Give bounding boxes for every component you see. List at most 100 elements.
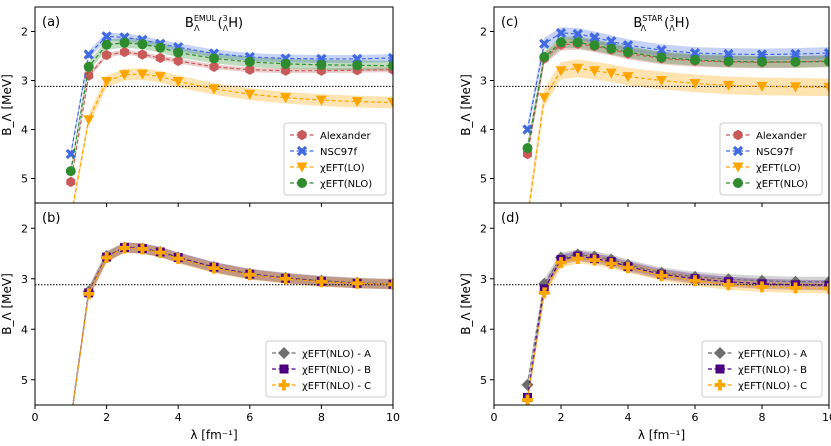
data-point	[723, 279, 734, 291]
uncertainty-band-0	[527, 37, 829, 160]
data-point	[522, 143, 533, 154]
legend-item: χEFT(NLO)	[726, 178, 808, 190]
data-point	[605, 68, 617, 79]
data-point	[155, 52, 165, 64]
data-point	[756, 49, 768, 60]
legend-label: χEFT(NLO) - B	[738, 365, 807, 376]
x-tick-label: 0	[491, 411, 498, 424]
data-point	[154, 72, 166, 83]
data-point	[606, 43, 617, 54]
x-tick-label: 2	[103, 411, 110, 424]
legend: χEFT(NLO) - A χEFT(NLO) - B χEFT(NLO) - C	[265, 340, 387, 398]
legend-marker	[732, 162, 744, 173]
data-point	[690, 54, 700, 65]
legend-marker	[715, 364, 725, 374]
data-point	[572, 253, 584, 265]
x-tick-label: 6	[246, 411, 253, 424]
data-point	[756, 81, 768, 92]
data-point	[154, 246, 166, 258]
legend-marker	[714, 379, 726, 391]
y-tick-label: 5	[21, 173, 28, 186]
data-point	[280, 273, 292, 285]
data-point	[723, 80, 734, 91]
legend-marker	[296, 162, 308, 173]
y-tick-label: 4	[480, 323, 487, 336]
x-tick-label: 6	[692, 411, 699, 424]
legend-item: Alexander	[290, 129, 371, 142]
y-tick-label: 5	[480, 173, 487, 186]
legend-item: NSC97f	[726, 145, 794, 158]
plot-area	[35, 241, 393, 426]
data-point	[539, 51, 550, 62]
data-point	[689, 78, 701, 89]
title-part: Λ	[194, 24, 200, 33]
data-point	[723, 48, 734, 60]
title-part: (	[664, 16, 669, 31]
legend-marker	[278, 347, 290, 359]
uncertainty-band-0	[72, 242, 393, 405]
y-axis-label: B_Λ [MeV]	[459, 74, 473, 136]
data-point	[137, 49, 147, 60]
legend-item: χEFT(NLO) - A	[272, 347, 371, 360]
legend-box	[701, 340, 823, 398]
title-part: 3	[223, 14, 228, 23]
data-point	[209, 53, 219, 64]
data-point	[824, 56, 829, 67]
legend-marker	[297, 178, 307, 188]
data-point	[101, 31, 112, 42]
data-point	[522, 213, 533, 223]
title-part: )	[238, 16, 243, 31]
uncertainty-band-2	[528, 59, 829, 203]
data-point	[155, 42, 166, 53]
uncertainty-band-2	[72, 242, 393, 405]
data-point	[555, 66, 567, 77]
legend-label: χEFT(NLO) - C	[302, 381, 371, 392]
plot-area	[35, 31, 393, 203]
y-tick-label: 5	[21, 374, 28, 387]
x-tick-label: 8	[318, 411, 325, 424]
data-point	[539, 38, 550, 49]
data-point	[245, 64, 255, 75]
legend-label: χEFT(NLO)	[756, 179, 808, 190]
y-tick-label: 4	[480, 124, 487, 137]
panel-title: BEMUL Λ (3 ΛH)	[185, 14, 243, 33]
legend-item: χEFT(NLO) - C	[708, 379, 807, 392]
legend-item: χEFT(NLO) - A	[708, 347, 807, 360]
y-tick-label: 4	[21, 124, 28, 137]
data-point	[65, 415, 76, 426]
x-tick-label: 4	[175, 411, 182, 424]
data-point	[622, 262, 634, 274]
data-point	[521, 378, 534, 391]
data-point	[605, 258, 617, 270]
data-point	[824, 280, 829, 290]
data-point	[173, 47, 184, 58]
data-point	[823, 82, 829, 93]
title-part: STAR	[642, 14, 663, 23]
x-tick-label: 4	[625, 411, 632, 424]
panel-label: (d)	[501, 211, 519, 226]
title-part: Λ	[223, 24, 229, 33]
legend-marker	[733, 129, 743, 141]
x-tick-label: 10	[386, 411, 400, 424]
data-point	[388, 60, 393, 71]
legend-box	[283, 122, 387, 196]
legend-marker	[733, 178, 743, 188]
axes-frame	[34, 202, 394, 406]
legend-item: χEFT(NLO) - C	[272, 379, 371, 392]
data-point	[723, 56, 734, 67]
data-point	[351, 97, 363, 108]
data-point	[315, 95, 327, 106]
legend-marker	[297, 129, 307, 141]
uncertainty-band-2	[527, 253, 829, 405]
uncertainty-band-1	[70, 32, 393, 158]
data-point	[65, 414, 77, 426]
title-part: H	[228, 16, 238, 31]
data-point	[83, 49, 94, 60]
legend-item: χEFT(LO)	[290, 162, 365, 174]
data-point	[589, 254, 600, 266]
data-point	[172, 253, 184, 265]
legend-item: χEFT(NLO) - B	[708, 364, 807, 376]
uncertainty-band-1	[527, 250, 829, 403]
data-point	[119, 37, 130, 48]
